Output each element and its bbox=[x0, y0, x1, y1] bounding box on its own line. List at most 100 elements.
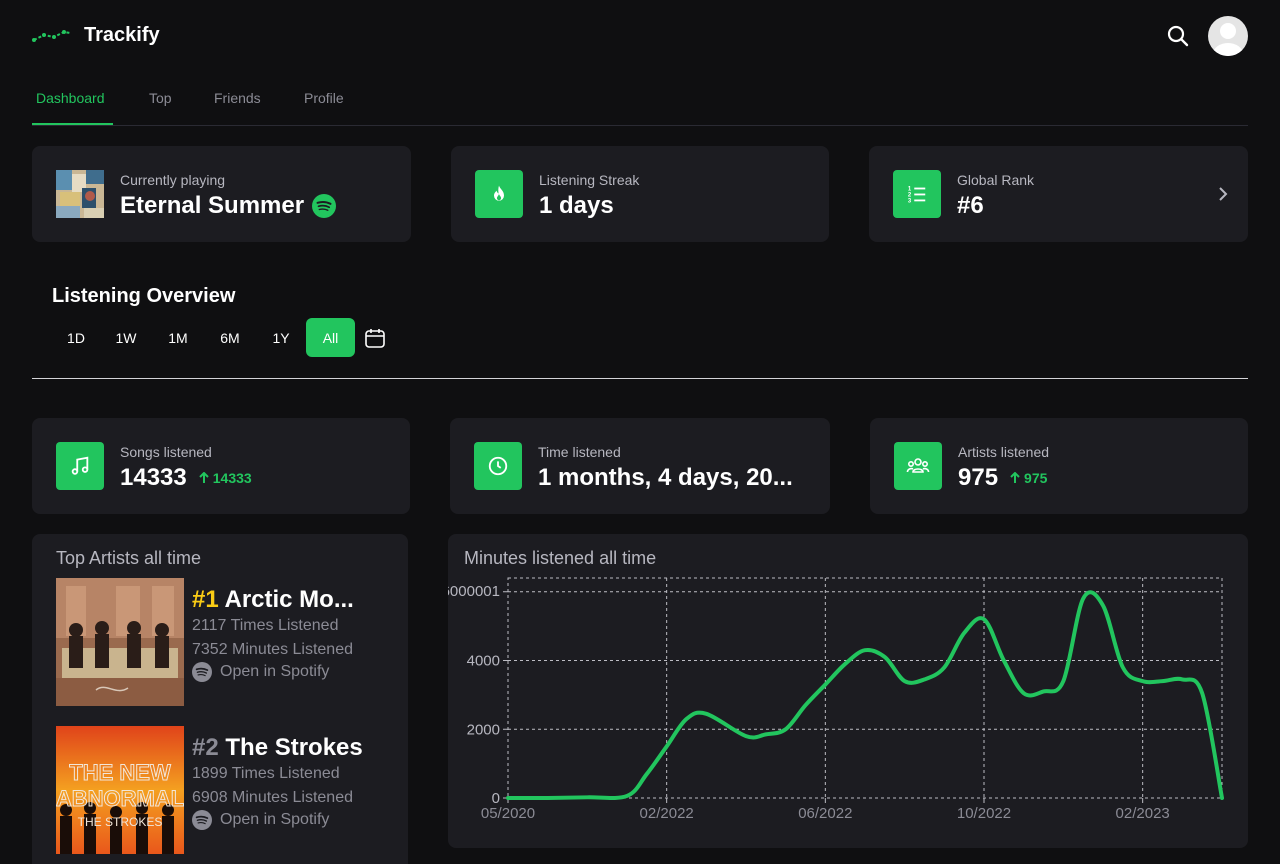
svg-text:1: 1 bbox=[908, 186, 912, 192]
avatar[interactable] bbox=[1208, 16, 1248, 56]
artists-value-row: 975 975 bbox=[958, 464, 1047, 492]
artist-1-heading[interactable]: #1 Arctic Mo... bbox=[192, 586, 354, 614]
album-cover bbox=[56, 170, 104, 218]
artist-2-rank: #2 bbox=[192, 734, 219, 761]
time-value: 1 months, 4 days, 20... bbox=[538, 464, 793, 491]
chart-title: Minutes listened all time bbox=[464, 548, 657, 568]
x-tick-label: 10/2022 bbox=[957, 805, 1011, 822]
x-tick-label: 06/2022 bbox=[798, 805, 852, 822]
artist-2-image[interactable]: THE NEW ABNORMAL THE STROKES bbox=[56, 726, 184, 854]
artist-1-spotify-link[interactable]: Open in Spotify bbox=[192, 662, 329, 682]
rank-label: Global Rank bbox=[957, 172, 1035, 188]
ranked-list-icon: 1 2 3 bbox=[908, 186, 926, 204]
artist-1-minutes: 7352 Minutes Listened bbox=[192, 641, 353, 658]
arrow-up-icon bbox=[199, 472, 209, 483]
artists-delta: 975 bbox=[1010, 470, 1047, 486]
top-artists-panel: Top Artists all time #1 Arctic Mo... 211… bbox=[32, 534, 408, 864]
songs-label: Songs listened bbox=[120, 444, 212, 460]
minutes-chart-panel: Minutes listened all time 0 2000 4000 60000… bbox=[448, 534, 1248, 848]
range-1w-button[interactable]: 1W bbox=[115, 329, 137, 346]
songs-icon-box bbox=[56, 442, 104, 490]
spotify-icon[interactable] bbox=[312, 194, 337, 218]
active-tab-indicator bbox=[32, 123, 113, 125]
tab-bar: Dashboard Top Friends Profile bbox=[32, 76, 1248, 126]
artists-listened-card: Artists listened 975 975 bbox=[870, 418, 1248, 514]
overview-title: Listening Overview bbox=[52, 285, 236, 307]
y-tick-label: 4000 bbox=[467, 653, 500, 670]
range-6m-button[interactable]: 6M bbox=[220, 329, 240, 346]
tab-dashboard[interactable]: Dashboard bbox=[36, 90, 105, 106]
songs-value: 14333 bbox=[120, 464, 187, 491]
range-1m-button[interactable]: 1M bbox=[168, 329, 188, 346]
chevron-right-icon[interactable] bbox=[1215, 186, 1231, 202]
spotify-icon bbox=[192, 662, 212, 682]
artist-2-minutes: 6908 Minutes Listened bbox=[192, 789, 353, 806]
calendar-icon[interactable] bbox=[364, 327, 386, 349]
minutes-line-chart[interactable]: 0 2000 4000 6000001 05/2020 02/2022 06/2022 10… bbox=[448, 534, 1248, 848]
header: Trackify bbox=[32, 16, 1248, 56]
range-all-button[interactable]: All bbox=[306, 318, 355, 357]
y-tick-label: 0 bbox=[492, 790, 500, 807]
artist-2-spotify-link[interactable]: Open in Spotify bbox=[192, 810, 329, 830]
artist-1-photo bbox=[56, 578, 184, 706]
streak-value: 1 days bbox=[539, 192, 614, 219]
artist-1-name: Arctic Mo... bbox=[224, 586, 354, 613]
x-tick-label: 02/2022 bbox=[640, 805, 694, 822]
y-tick-label: 2000 bbox=[467, 721, 500, 738]
songs-listened-card: Songs listened 14333 14333 bbox=[32, 418, 410, 514]
artist-2-link-label: Open in Spotify bbox=[220, 811, 330, 828]
streak-label: Listening Streak bbox=[539, 172, 640, 188]
range-1d-button[interactable]: 1D bbox=[67, 329, 85, 346]
artists-icon-box bbox=[894, 442, 942, 490]
trend-line-icon bbox=[32, 29, 71, 42]
now-playing-card[interactable]: Currently playing Eternal Summer bbox=[32, 146, 411, 242]
album-art-image bbox=[56, 170, 104, 218]
rank-icon-box: 1 2 3 bbox=[893, 170, 941, 218]
range-1y-button[interactable]: 1Y bbox=[272, 329, 290, 346]
clock-icon bbox=[488, 456, 508, 476]
arrow-up-icon bbox=[1010, 472, 1020, 483]
global-rank-card[interactable]: 1 2 3 Global Rank #6 bbox=[869, 146, 1248, 242]
group-icon bbox=[906, 458, 930, 473]
now-playing-label: Currently playing bbox=[120, 172, 226, 188]
section-divider bbox=[32, 378, 1248, 379]
spotify-icon bbox=[192, 810, 212, 830]
artist-2-cover: THE NEW ABNORMAL THE STROKES bbox=[56, 726, 184, 854]
artists-label: Artists listened bbox=[958, 444, 1050, 460]
music-note-icon bbox=[71, 456, 89, 475]
rank-value: #6 bbox=[957, 192, 984, 219]
x-tick-label: 05/2020 bbox=[481, 805, 535, 822]
artist-2-times: 1899 Times Listened bbox=[192, 765, 340, 782]
flame-icon bbox=[494, 185, 504, 201]
tab-top[interactable]: Top bbox=[149, 90, 172, 106]
plot-border bbox=[507, 577, 1223, 799]
logo[interactable]: Trackify bbox=[32, 24, 160, 47]
user-icon bbox=[1213, 23, 1243, 56]
artist-1-image[interactable] bbox=[56, 578, 184, 706]
cover-line-1: THE NEW bbox=[69, 760, 171, 785]
listening-streak-card: Listening Streak 1 days bbox=[451, 146, 829, 242]
y-tick-label: 6000001 bbox=[448, 583, 500, 600]
svg-text:3: 3 bbox=[908, 198, 912, 204]
artists-delta-value: 975 bbox=[1024, 470, 1048, 486]
cover-line-3: THE STROKES bbox=[78, 815, 163, 829]
time-icon-box bbox=[474, 442, 522, 490]
songs-value-row: 14333 14333 bbox=[120, 464, 252, 492]
tab-profile[interactable]: Profile bbox=[304, 90, 344, 106]
artists-value: 975 bbox=[958, 464, 999, 491]
x-tick-label: 02/2023 bbox=[1116, 805, 1170, 822]
top-artists-title: Top Artists all time bbox=[56, 548, 202, 568]
artist-1-link-label: Open in Spotify bbox=[220, 663, 330, 680]
songs-delta: 14333 bbox=[199, 470, 252, 486]
cover-line-2: ABNORMAL bbox=[56, 786, 184, 811]
app-name: Trackify bbox=[84, 24, 160, 46]
now-playing-track[interactable]: Eternal Summer bbox=[120, 192, 305, 219]
minutes-series-line bbox=[506, 590, 1224, 801]
artist-2-name: The Strokes bbox=[225, 734, 363, 761]
artist-2-heading[interactable]: #2 The Strokes bbox=[192, 734, 363, 762]
time-listened-card: Time listened 1 months, 4 days, 20... bbox=[450, 418, 830, 514]
search-icon[interactable] bbox=[1166, 24, 1190, 48]
tab-friends[interactable]: Friends bbox=[214, 90, 261, 106]
songs-delta-value: 14333 bbox=[212, 470, 252, 486]
svg-text:2: 2 bbox=[908, 192, 912, 198]
